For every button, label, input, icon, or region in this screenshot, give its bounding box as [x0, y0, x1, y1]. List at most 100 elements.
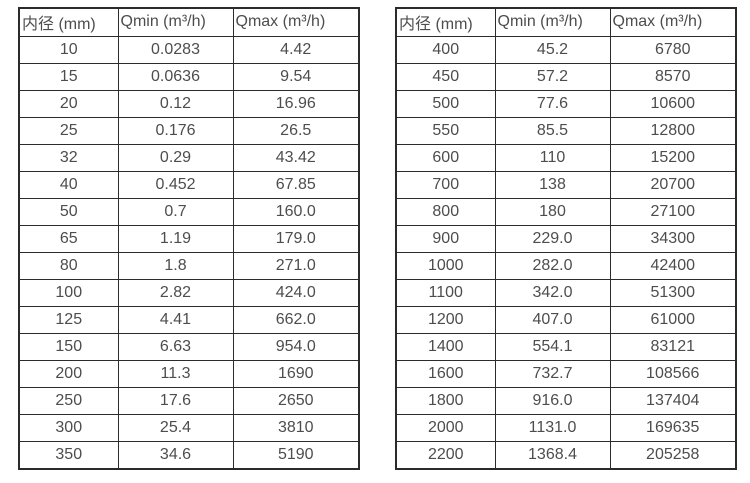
table-row: 1100 342.0 51300	[395, 279, 737, 307]
cell: 34300	[609, 225, 737, 253]
cell: 1400	[395, 333, 496, 361]
table-row: 400 45.2 6780	[395, 36, 737, 64]
header-row: 内径 (mm) Qmin (m³/h) Qmax (m³/h)	[395, 7, 737, 37]
cell: 77.6	[494, 90, 611, 118]
col-header-qmin: Qmin (m³/h)	[117, 7, 234, 37]
cell: 25	[18, 117, 119, 145]
cell: 4.41	[117, 306, 234, 334]
cell: 137404	[609, 387, 737, 415]
table-row: 1800 916.0 137404	[395, 387, 737, 415]
cell: 15	[18, 63, 119, 91]
cell: 205258	[609, 441, 737, 470]
cell: 6780	[609, 36, 737, 64]
cell: 424.0	[232, 279, 360, 307]
table-row: 1200 407.0 61000	[395, 306, 737, 334]
table-row: 250 17.6 2650	[18, 387, 360, 415]
cell: 342.0	[494, 279, 611, 307]
cell: 12800	[609, 117, 737, 145]
table-row: 1600 732.7 108566	[395, 360, 737, 388]
table-row: 100 2.82 424.0	[18, 279, 360, 307]
cell: 8570	[609, 63, 737, 91]
cell: 2650	[232, 387, 360, 415]
cell: 1.19	[117, 225, 234, 253]
cell: 65	[18, 225, 119, 253]
cell: 554.1	[494, 333, 611, 361]
table-row: 32 0.29 43.42	[18, 144, 360, 172]
cell: 27100	[609, 198, 737, 226]
cell: 550	[395, 117, 496, 145]
cell: 271.0	[232, 252, 360, 280]
table-row: 50 0.7 160.0	[18, 198, 360, 226]
cell: 229.0	[494, 225, 611, 253]
cell: 800	[395, 198, 496, 226]
cell: 11.3	[117, 360, 234, 388]
table-row: 900 229.0 34300	[395, 225, 737, 253]
cell: 80	[18, 252, 119, 280]
table-row: 1400 554.1 83121	[395, 333, 737, 361]
cell: 57.2	[494, 63, 611, 91]
flow-table-small-diameters: 内径 (mm) Qmin (m³/h) Qmax (m³/h) 10 0.0283…	[18, 7, 360, 470]
cell: 125	[18, 306, 119, 334]
cell: 954.0	[232, 333, 360, 361]
cell: 20	[18, 90, 119, 118]
cell: 67.85	[232, 171, 360, 199]
cell: 15200	[609, 144, 737, 172]
table-row: 800 180 27100	[395, 198, 737, 226]
cell: 5190	[232, 441, 360, 470]
cell: 9.54	[232, 63, 360, 91]
cell: 1368.4	[494, 441, 611, 470]
cell: 2200	[395, 441, 496, 470]
col-header-qmin: Qmin (m³/h)	[494, 7, 611, 37]
table-row: 200 11.3 1690	[18, 360, 360, 388]
table-row: 300 25.4 3810	[18, 414, 360, 442]
cell: 0.176	[117, 117, 234, 145]
table-row: 450 57.2 8570	[395, 63, 737, 91]
table-row: 700 138 20700	[395, 171, 737, 199]
table-row: 80 1.8 271.0	[18, 252, 360, 280]
cell: 1.8	[117, 252, 234, 280]
cell: 179.0	[232, 225, 360, 253]
cell: 160.0	[232, 198, 360, 226]
cell: 500	[395, 90, 496, 118]
col-header-diameter: 内径 (mm)	[18, 7, 119, 37]
cell: 50	[18, 198, 119, 226]
cell: 732.7	[494, 360, 611, 388]
cell: 45.2	[494, 36, 611, 64]
cell: 26.5	[232, 117, 360, 145]
table-body: 400 45.2 6780 450 57.2 8570 500 77.6 10600 550 85.…	[395, 36, 737, 470]
cell: 1131.0	[494, 414, 611, 442]
cell: 250	[18, 387, 119, 415]
cell: 180	[494, 198, 611, 226]
table-row: 2000 1131.0 169635	[395, 414, 737, 442]
cell: 282.0	[494, 252, 611, 280]
cell: 110	[494, 144, 611, 172]
cell: 40	[18, 171, 119, 199]
cell: 17.6	[117, 387, 234, 415]
cell: 0.0636	[117, 63, 234, 91]
cell: 350	[18, 441, 119, 470]
cell: 6.63	[117, 333, 234, 361]
table-row: 65 1.19 179.0	[18, 225, 360, 253]
cell: 2000	[395, 414, 496, 442]
cell: 32	[18, 144, 119, 172]
cell: 300	[18, 414, 119, 442]
cell: 20700	[609, 171, 737, 199]
cell: 25.4	[117, 414, 234, 442]
table-row: 1000 282.0 42400	[395, 252, 737, 280]
table-row: 40 0.452 67.85	[18, 171, 360, 199]
table-row: 20 0.12 16.96	[18, 90, 360, 118]
cell: 0.29	[117, 144, 234, 172]
cell: 662.0	[232, 306, 360, 334]
table-row: 150 6.63 954.0	[18, 333, 360, 361]
cell: 1800	[395, 387, 496, 415]
cell: 1000	[395, 252, 496, 280]
cell: 1200	[395, 306, 496, 334]
cell: 108566	[609, 360, 737, 388]
table-row: 550 85.5 12800	[395, 117, 737, 145]
flow-table-large-diameters: 内径 (mm) Qmin (m³/h) Qmax (m³/h) 400 45.2 6…	[395, 7, 737, 470]
cell: 450	[395, 63, 496, 91]
cell: 4.42	[232, 36, 360, 64]
cell: 0.12	[117, 90, 234, 118]
tables-container: 内径 (mm) Qmin (m³/h) Qmax (m³/h) 10 0.0283…	[18, 7, 737, 470]
cell: 1100	[395, 279, 496, 307]
